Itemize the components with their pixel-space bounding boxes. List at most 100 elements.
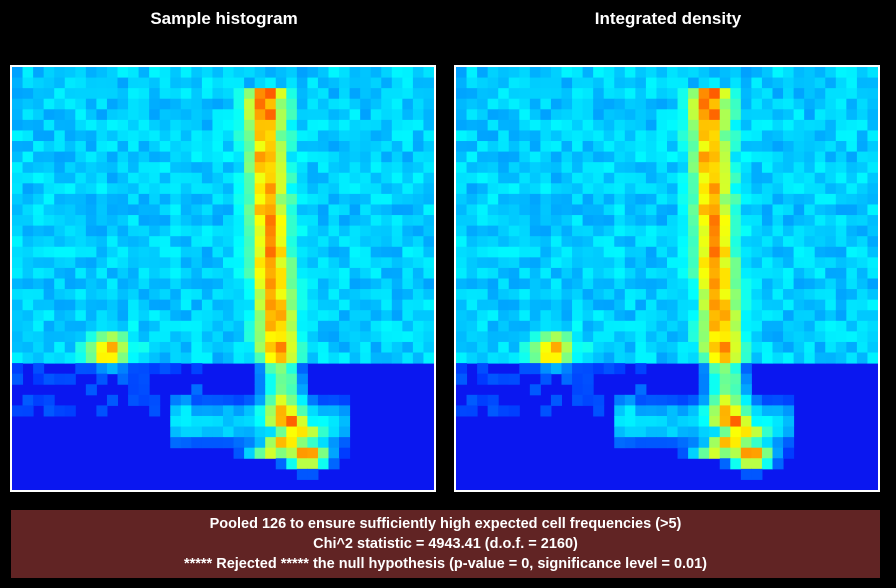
heatmap-cell (635, 384, 647, 396)
heatmap-cell (593, 130, 605, 142)
heatmap-cell (667, 341, 679, 354)
heatmap-cell (275, 204, 287, 216)
heatmap-cell (582, 215, 594, 227)
heatmap-cell (835, 299, 847, 311)
heatmap-cell (244, 162, 256, 174)
heatmap-cell (456, 225, 468, 237)
heatmap-cell (498, 320, 510, 332)
heatmap-cell (519, 257, 531, 269)
heatmap-cell (730, 458, 742, 470)
heatmap-cell (656, 320, 668, 332)
heatmap-cell (519, 341, 531, 354)
heatmap-cell (317, 310, 329, 322)
heatmap-cell (254, 204, 266, 216)
heatmap-cell (201, 204, 213, 216)
heatmap-cell (22, 289, 34, 301)
heatmap-cell (423, 162, 434, 174)
heatmap-cell (698, 130, 710, 142)
heatmap-cell (370, 299, 382, 311)
heatmap-cell (159, 363, 171, 375)
heatmap-cell (265, 246, 277, 258)
heatmap-cell (740, 215, 752, 227)
heatmap-cell (191, 426, 203, 438)
heatmap-cell (402, 257, 414, 269)
heatmap-cell (244, 394, 256, 406)
heatmap-cell (466, 225, 478, 237)
heatmap-cell (656, 67, 668, 79)
heatmap-cell (635, 341, 647, 354)
heatmap-cell (201, 405, 213, 417)
heatmap-cell (635, 98, 647, 110)
heatmap-cell (508, 204, 520, 216)
heatmap-cell (402, 109, 414, 121)
heatmap-cell (402, 341, 414, 354)
heatmap-cell (370, 225, 382, 237)
heatmap-cell (360, 119, 372, 131)
heatmap-cell (317, 109, 329, 121)
heatmap-cell (391, 246, 403, 258)
heatmap-cell (381, 77, 393, 89)
heatmap-cell (572, 246, 584, 258)
heatmap-cell (772, 151, 784, 163)
heatmap-cell (730, 373, 742, 385)
heatmap-cell (412, 331, 424, 343)
heatmap-cell (85, 352, 97, 364)
heatmap-cell (793, 352, 805, 364)
heatmap-cell (688, 310, 700, 322)
heatmap-cell (244, 331, 256, 343)
heatmap-cell (349, 109, 361, 121)
heatmap-cell (688, 172, 700, 184)
heatmap-cell (614, 193, 626, 205)
heatmap-cell (423, 331, 434, 343)
heatmap-cell (339, 447, 351, 459)
heatmap-cell (593, 246, 605, 258)
heatmap-cell (22, 405, 34, 417)
heatmap-cell (519, 236, 531, 248)
heatmap-cell (751, 141, 763, 153)
heatmap-cell (730, 426, 742, 438)
heatmap-cell (498, 77, 510, 89)
heatmap-cell (814, 278, 826, 290)
heatmap-cell (656, 162, 668, 174)
heatmap-cell (75, 98, 87, 110)
heatmap-cell (159, 193, 171, 205)
heatmap-cell (456, 267, 468, 279)
heatmap-cell (286, 215, 298, 227)
heatmap-cell (275, 236, 287, 248)
heatmap-cell (487, 67, 499, 79)
heatmap-cell (740, 204, 752, 216)
heatmap-cell (761, 236, 773, 248)
heatmap-cell (54, 130, 66, 142)
heatmap-cell (730, 88, 742, 100)
heatmap-cell (624, 204, 636, 216)
heatmap-cell (307, 394, 319, 406)
heatmap-cell (519, 172, 531, 184)
heatmap-cell (286, 363, 298, 375)
heatmap-cell (170, 141, 182, 153)
heatmap-cell (402, 267, 414, 279)
heatmap-cell (783, 341, 795, 354)
heatmap-cell (64, 77, 76, 89)
heatmap-cell (825, 215, 837, 227)
heatmap-cell (212, 299, 224, 311)
heatmap-cell (106, 67, 118, 79)
heatmap-cell (128, 278, 140, 290)
heatmap-cell (128, 130, 140, 142)
heatmap-cell (423, 67, 434, 79)
heatmap-cell (466, 109, 478, 121)
heatmap-cell (170, 299, 182, 311)
heatmap-cell (360, 67, 372, 79)
heatmap-cell (138, 341, 150, 354)
heatmap-cell (761, 267, 773, 279)
heatmap-cell (867, 183, 878, 195)
heatmap-cell (117, 299, 129, 311)
heatmap-cell (265, 267, 277, 279)
heatmap-cell (286, 204, 298, 216)
heatmap-cell (43, 267, 55, 279)
heatmap-cell (456, 204, 468, 216)
heatmap-cell (22, 151, 34, 163)
heatmap-cell (170, 278, 182, 290)
heatmap-cell (54, 162, 66, 174)
heatmap-cell (603, 151, 615, 163)
heatmap-cell (159, 98, 171, 110)
